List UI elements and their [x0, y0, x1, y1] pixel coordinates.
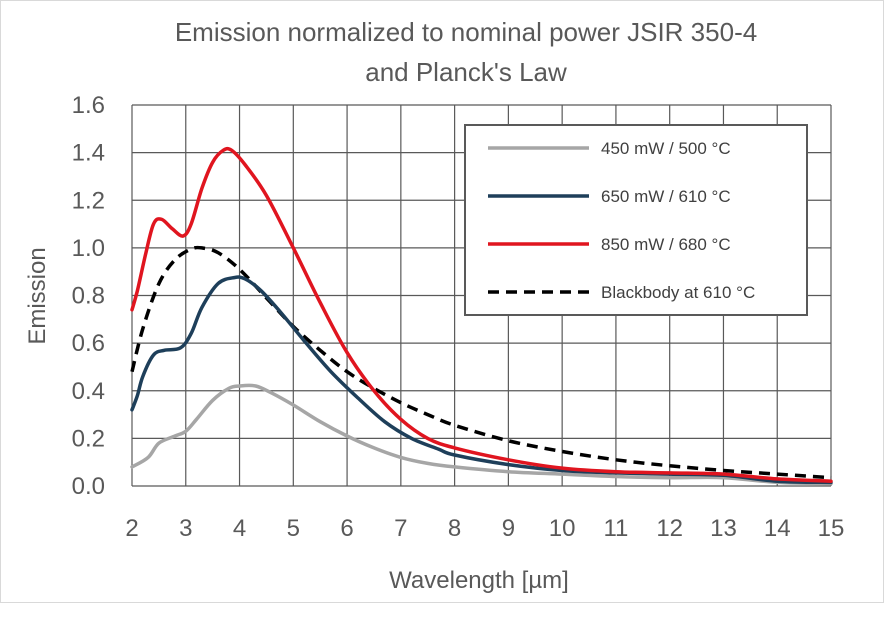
x-tick-label: 5 — [287, 515, 300, 542]
y-tick-labels: 0.0 0.2 0.4 0.6 0.8 1.0 1.2 1.4 1.6 — [72, 92, 105, 500]
x-tick-label: 13 — [710, 515, 737, 542]
y-tick-label: 0.2 — [72, 425, 105, 452]
x-tick-label: 4 — [233, 515, 246, 542]
x-tick-label: 7 — [394, 515, 407, 542]
y-tick-label: 0.0 — [72, 473, 105, 500]
x-tick-label: 11 — [603, 515, 628, 542]
y-tick-label: 1.4 — [72, 140, 105, 167]
legend-box — [464, 124, 808, 316]
x-tick-labels: 2 3 4 5 6 7 8 9 10 11 12 13 14 15 — [125, 515, 844, 542]
series-line — [130, 383, 833, 486]
x-tick-label: 14 — [764, 515, 791, 542]
series-line — [130, 146, 833, 483]
x-tick-label: 12 — [656, 515, 683, 542]
legend-label: 850 mW / 680 °C — [601, 235, 731, 254]
x-tick-label: 8 — [448, 515, 461, 542]
x-tick-label: 3 — [179, 515, 192, 542]
y-tick-label: 0.6 — [72, 330, 105, 357]
x-axis-label: Wavelength [µm] — [389, 567, 569, 594]
y-tick-label: 0.8 — [72, 283, 105, 310]
series-line — [130, 245, 832, 480]
y-tick-label: 1.0 — [72, 235, 105, 262]
y-tick-label: 1.6 — [72, 92, 105, 119]
y-tick-label: 1.2 — [72, 187, 105, 214]
legend-label: 450 mW / 500 °C — [601, 139, 731, 158]
y-axis-label: Emission — [24, 247, 51, 344]
x-tick-label: 9 — [502, 515, 515, 542]
legend-label: 650 mW / 610 °C — [601, 187, 731, 206]
x-tick-label: 2 — [125, 515, 138, 542]
legend-label: Blackbody at 610 °C — [601, 283, 755, 302]
chart-svg: Emission normalized to nominal power JSI… — [24, 17, 844, 594]
y-tick-label: 0.4 — [72, 378, 105, 405]
x-tick-label: 6 — [340, 515, 353, 542]
x-tick-label: 15 — [818, 515, 845, 542]
x-tick-label: 10 — [549, 515, 576, 542]
chart-title-line-2: and Planck's Law — [365, 57, 567, 87]
series-lines — [130, 146, 833, 486]
legend: 450 mW / 500 °C 650 mW / 610 °C 850 mW / 6… — [464, 124, 808, 316]
chart-frame: Emission normalized to nominal power JSI… — [0, 0, 884, 603]
chart-title-line-1: Emission normalized to nominal power JSI… — [175, 17, 757, 47]
